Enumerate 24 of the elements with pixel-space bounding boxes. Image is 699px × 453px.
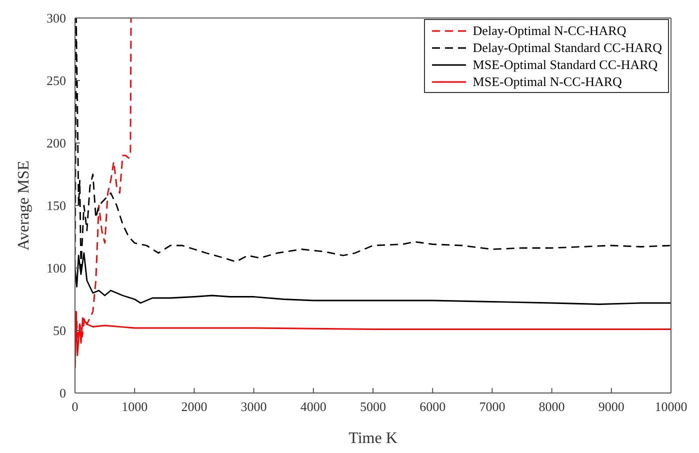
y-tick-label: 250 (46, 73, 66, 88)
y-tick-label: 100 (46, 260, 66, 276)
x-tick-label: 4000 (300, 399, 326, 414)
y-tick-label: 50 (53, 323, 66, 338)
legend-label: Delay-Optimal N-CC-HARQ (472, 22, 626, 39)
y-tick-label: 150 (46, 198, 66, 214)
legend-label: Delay-Optimal Standard CC-HARQ (472, 39, 662, 56)
x-tick-label: 6000 (420, 399, 446, 414)
x-tick-label: 3000 (240, 399, 267, 414)
x-tick-label: 8000 (538, 399, 565, 414)
x-tick-label: 5000 (360, 399, 386, 414)
y-tick-label: 200 (46, 136, 66, 151)
x-tick-label: 2000 (181, 399, 208, 414)
x-tick-label: 9000 (598, 399, 624, 414)
x-tick-label: 1000 (122, 399, 148, 414)
x-tick-label: 0 (72, 399, 78, 414)
legend-label: MSE-Optimal N-CC-HARQ (472, 73, 622, 90)
x-tick-label: 10000 (654, 399, 688, 414)
x-axis-title: Time K (348, 430, 398, 447)
y-tick-label: 0 (60, 386, 66, 401)
y-tick-label: 300 (46, 10, 66, 26)
y-axis-title: Average MSE (16, 160, 33, 250)
legend-label: MSE-Optimal Standard CC-HARQ (472, 56, 658, 73)
x-tick-label: 7000 (479, 399, 506, 414)
